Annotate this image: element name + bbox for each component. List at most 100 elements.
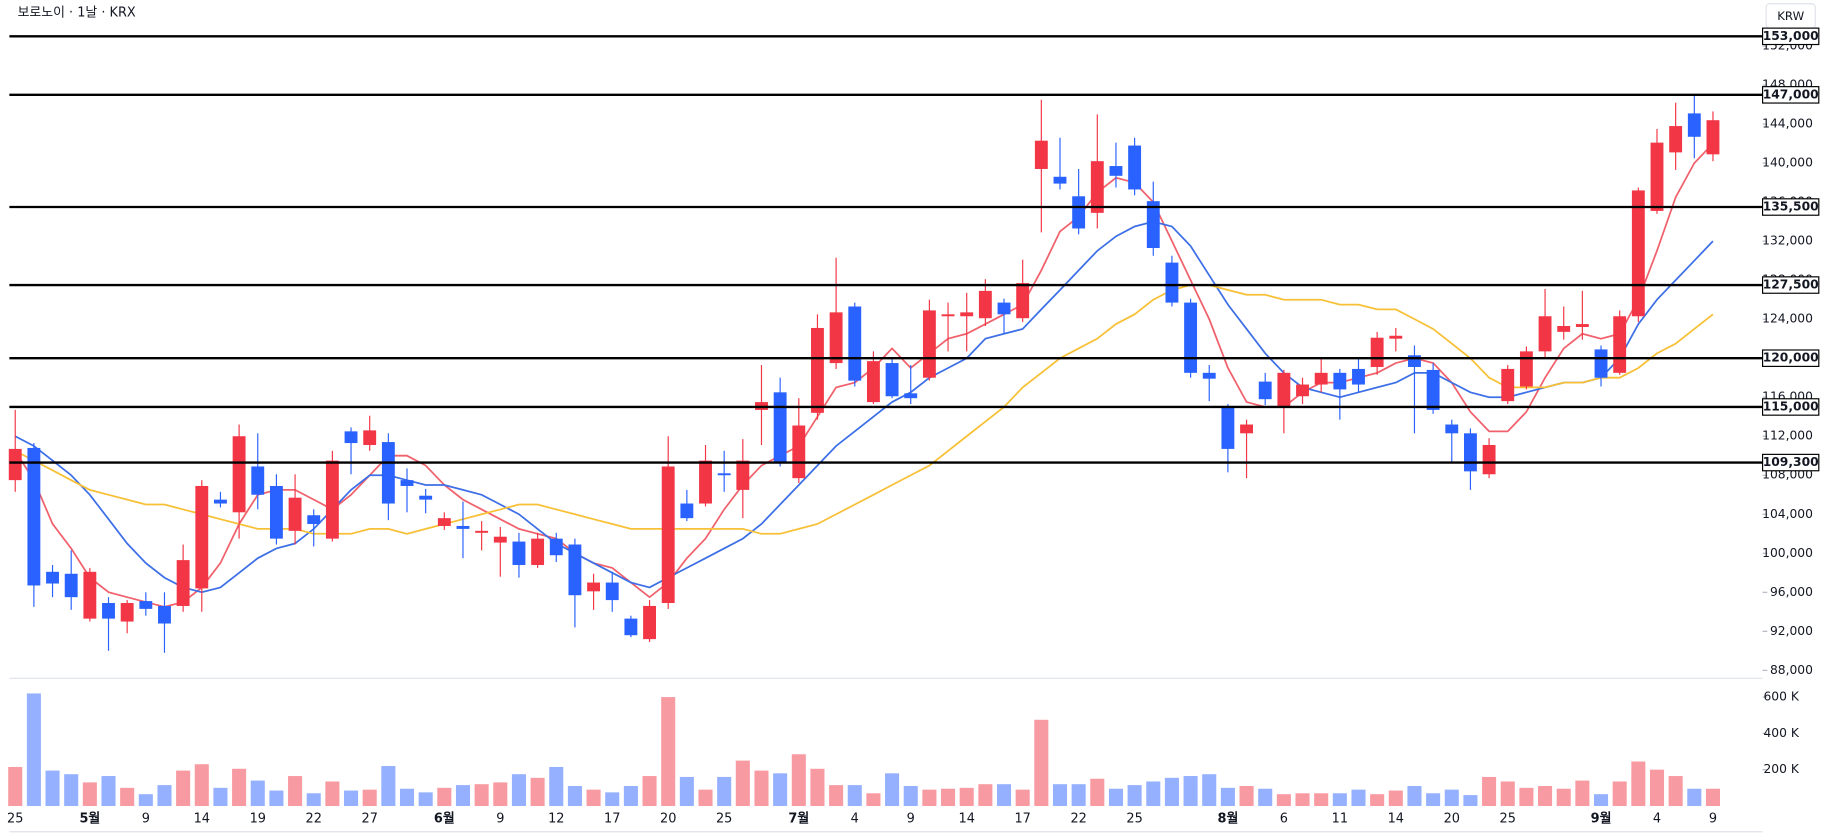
candle-body [1202,372,1216,379]
candle-body [64,573,78,598]
candle-body [811,327,824,413]
candle-body [699,460,712,504]
candle-body [1575,324,1589,327]
level-label: 109,300 [1763,455,1819,469]
volume-bar [829,785,844,806]
level-label: 115,000 [1763,399,1819,413]
candle-body [83,571,97,619]
volume-bar [493,782,508,806]
x-tick-label: 14 [194,811,210,826]
volume-bar [1482,776,1497,806]
volume-bar [1164,777,1179,806]
volume-bar [1575,780,1590,806]
candle-body [139,601,153,609]
x-tick-label: 27 [362,811,378,826]
volume-bar [866,793,881,806]
volume-bar [437,787,452,806]
x-tick-label: 9월 [1591,810,1612,826]
x-tick-label: 25 [1126,811,1142,826]
candle-body [1314,372,1328,385]
candle-body [158,605,171,624]
candle-body [493,536,507,543]
volume-bar [1538,786,1553,806]
volume-bar [194,764,209,806]
x-tick-label: 8월 [1217,810,1238,826]
candle-body [941,314,955,317]
candle-body [269,485,283,539]
volume-bar [567,786,582,806]
volume-bar [1556,788,1571,806]
volume-bar [1090,778,1105,806]
x-tick-label: 5월 [79,810,100,826]
y-tick-label: 144,000 [1762,117,1813,131]
candle-body [325,460,339,539]
candle-body [643,605,656,640]
x-tick-label: 25 [7,811,23,826]
candle-body [400,480,414,486]
volume-bar [717,776,732,806]
volume-bar [698,789,713,806]
volume-bar [455,785,471,806]
volume-bar [773,773,788,806]
candle-body [1408,355,1421,367]
y-tick-label: 132,000 [1762,234,1813,248]
volume-bar [586,789,601,806]
candle-body [1240,424,1253,434]
volume-bar [306,793,321,806]
candle-body [1296,384,1309,397]
y-tick-label: 104,000 [1762,507,1813,521]
y-tick-label: 100,000 [1762,546,1813,560]
candle-body [904,393,918,399]
x-tick-label: 14 [1388,811,1404,826]
volume-bar [1444,789,1459,806]
volume-bar [1500,781,1515,806]
candle-body [531,538,545,565]
volume-bar [269,790,284,806]
x-tick-label: 9 [907,811,915,826]
volume-bar [1668,776,1683,806]
candle-body [1370,337,1384,367]
candle-body [1053,176,1067,184]
volume-bar [101,776,116,806]
volume-bar [1314,793,1329,806]
candle-body [848,306,862,381]
candle-body [1650,142,1664,211]
volume-bar [903,786,918,806]
candle-body [960,312,974,317]
volume-bar [661,697,676,806]
volume-bar [1183,776,1198,806]
volume-bar [791,754,806,806]
volume-bar [176,770,191,806]
level-label-box [1762,453,1820,472]
volume-bar [1388,790,1403,806]
volume-bar [1239,786,1254,806]
candle-body [344,431,358,444]
volume-bar [1071,784,1086,806]
candle-body [1352,368,1365,385]
candle-body [214,499,227,504]
x-tick-label: 9 [1709,811,1717,826]
y-tick-label: 112,000 [1762,429,1813,443]
candle-body [1669,126,1683,153]
candle-body [251,466,265,495]
candle-body [1165,262,1179,303]
x-tick-label: 22 [1070,811,1086,826]
candle-body [1519,351,1533,387]
candle-body [363,430,377,446]
y-tick-label: 92,000 [1770,624,1813,638]
x-tick-label: 9 [142,811,150,826]
volume-bar [1463,795,1478,806]
volume-bar [1258,788,1273,806]
x-tick-label: 25 [1500,811,1516,826]
candle-body [792,425,806,479]
level-label: 127,500 [1763,278,1819,292]
level-label: 120,000 [1763,351,1819,365]
volume-bar [45,770,60,806]
candle-body [120,603,134,622]
candle-body [1613,316,1627,373]
candle-body [475,530,489,533]
volume-bar [120,787,135,806]
candle-body [1146,201,1160,248]
candle-body [1128,145,1142,190]
